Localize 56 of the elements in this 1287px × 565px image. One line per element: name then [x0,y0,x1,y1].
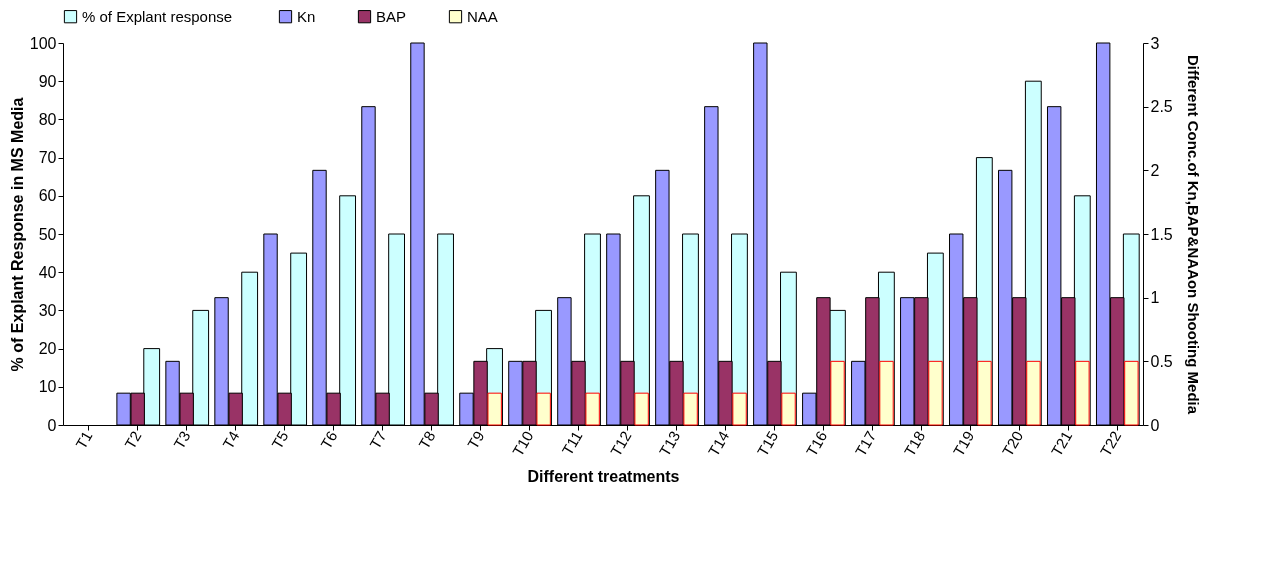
x-tick-label: T4 [219,428,243,452]
y-tick-label: 60 [38,187,57,205]
legend-label: Kn [297,7,316,25]
x-tick-label: T10 [508,428,537,459]
legend-label: NAA [467,7,498,25]
x-tick-label: T2 [121,428,145,452]
bar [977,360,992,426]
y2-tick-label: 2 [1150,161,1160,179]
x-tick-label: T8 [415,428,439,452]
bar [536,392,551,426]
x-tick-label: T18 [900,428,929,459]
x-tick-label: T9 [464,428,488,452]
y2-tick-label: 1.5 [1150,225,1173,243]
x-tick-label: T15 [753,428,782,459]
y-tick-label: 90 [38,72,57,90]
y-axis-title: % of Explant Response in MS Media [8,97,26,372]
bar [1075,360,1090,426]
y-tick-label: 80 [38,110,57,128]
y2-tick-label: 3 [1150,34,1160,52]
bar [683,392,698,426]
x-tick-label: T20 [998,428,1027,459]
y-tick-label: 10 [38,378,57,396]
x-tick-label: T7 [366,428,390,452]
x-tick-label: T14 [704,428,733,459]
x-tick-label: T6 [317,428,341,452]
x-tick-label: T5 [268,428,292,452]
legend-label: BAP [376,7,407,25]
y-tick-label: 20 [38,340,57,358]
bar [1026,360,1041,426]
y2-tick-label: 0 [1150,416,1160,434]
y2-axis-title: Different Conc.of Kn,BAP&NAAon Shooting Media [1184,54,1202,415]
y-tick-label: 50 [38,225,57,243]
x-tick-label: T17 [851,428,880,459]
y-tick-label: 100 [29,34,57,52]
x-tick-label: T16 [802,428,831,459]
x-tick-label: T3 [170,428,194,452]
x-axis-title: Different treatments [527,467,680,485]
x-tick-label: T22 [1096,428,1125,459]
x-tick-label: T13 [655,428,684,459]
y-tick-label: 70 [38,149,57,167]
y2-tick-label: 1 [1150,289,1160,307]
x-tick-label: T19 [949,428,978,459]
y2-tick-label: 2.5 [1150,98,1173,116]
y-tick-label: 0 [47,416,57,434]
y-tick-label: 40 [38,263,57,281]
x-tick-label: T11 [558,428,586,458]
legend-label: % of Explant response [82,7,233,25]
bar [781,392,796,426]
x-tick-label: T21 [1047,428,1076,459]
y2-tick-label: 0.5 [1150,352,1173,370]
bar [634,392,649,426]
y-tick-label: 30 [38,301,57,319]
x-tick-label: T1 [72,428,96,452]
x-tick-label: T12 [606,428,635,459]
bar [732,392,747,426]
bar [585,392,600,426]
